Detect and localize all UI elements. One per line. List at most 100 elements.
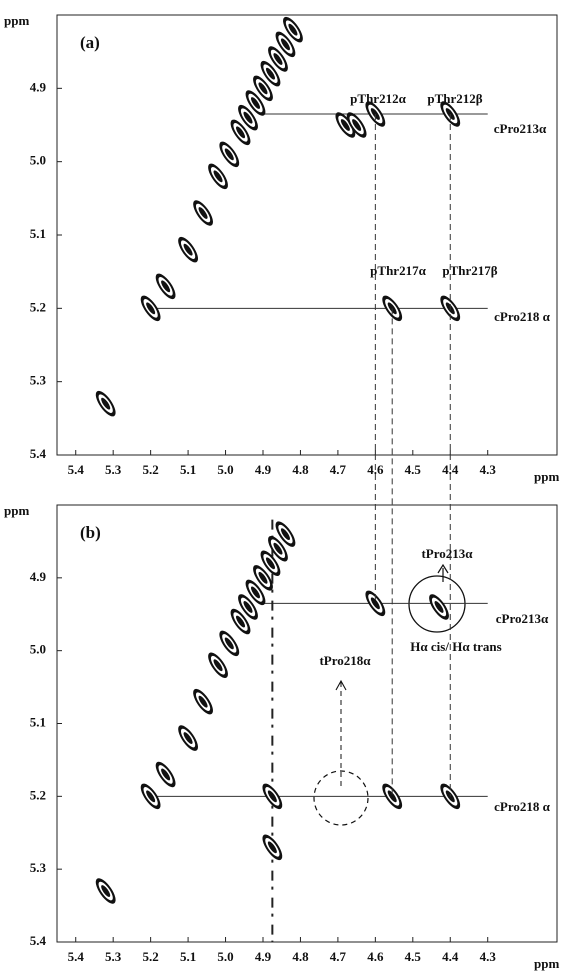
contour (243, 111, 253, 124)
contour (265, 557, 275, 570)
arrow-head (437, 563, 449, 574)
x-tick-label: 4.7 (330, 949, 347, 964)
x-tick-label: 5.3 (105, 949, 122, 964)
contour (273, 542, 283, 555)
x-tick-label: 5.2 (143, 462, 159, 477)
contour (352, 119, 362, 131)
peak (208, 163, 228, 190)
annotation: cPro218 α (494, 799, 550, 814)
y-axis-label: ppm (4, 503, 29, 518)
y-tick-label: 5.1 (30, 714, 46, 729)
y-tick-label: 4.9 (30, 569, 47, 584)
circle-dashed (313, 770, 369, 826)
peak (219, 141, 240, 168)
contour (267, 790, 277, 803)
y-tick-label: 5.4 (30, 933, 47, 948)
contour (198, 695, 208, 708)
y-tick-label: 5.4 (30, 446, 47, 461)
contour (250, 97, 261, 109)
peak (155, 273, 176, 300)
annotation: cPro218 α (494, 309, 550, 324)
peak (95, 878, 116, 904)
x-tick-label: 4.8 (292, 462, 309, 477)
x-tick-label: 4.9 (255, 462, 272, 477)
contour (267, 841, 277, 854)
x-tick-label: 5.1 (180, 462, 196, 477)
y-tick-label: 5.3 (30, 860, 47, 875)
contour (236, 615, 246, 628)
y-tick-label: 5.1 (30, 226, 46, 241)
contour (236, 126, 246, 139)
x-tick-label: 4.3 (480, 949, 497, 964)
x-tick-label: 5.0 (217, 949, 233, 964)
peak (178, 725, 198, 751)
contour (146, 790, 156, 803)
contour (445, 790, 455, 803)
contour (434, 601, 444, 613)
peak (230, 608, 251, 635)
contour (213, 659, 223, 672)
peak (429, 594, 449, 620)
peak (208, 652, 228, 678)
annotation: tPro213α (421, 546, 473, 561)
peak (95, 390, 116, 417)
contour (101, 397, 111, 410)
contour (161, 280, 171, 293)
annotation: Hα cis/ Hα trans (410, 639, 501, 654)
peak (245, 579, 266, 606)
y-tick-label: 4.9 (30, 79, 47, 94)
contour (258, 82, 268, 95)
peak (238, 594, 258, 620)
annotation: pThr217β (442, 263, 497, 278)
peak (382, 783, 403, 810)
contour (273, 53, 283, 65)
peak (140, 295, 161, 322)
peak (260, 550, 281, 577)
x-tick-label: 4.5 (405, 462, 422, 477)
peak (275, 521, 296, 547)
x-tick-label: 4.5 (405, 949, 422, 964)
peak (193, 688, 213, 715)
x-axis-label: ppm (534, 469, 559, 484)
peak (140, 783, 161, 810)
contour (288, 23, 298, 36)
x-tick-label: 4.9 (255, 949, 272, 964)
peak (193, 200, 213, 226)
contour (101, 885, 111, 897)
panel-frame (56, 504, 558, 943)
peak (283, 16, 303, 43)
panel-label: (a) (80, 33, 100, 52)
y-axis-label: ppm (4, 13, 29, 28)
x-tick-label: 4.6 (367, 949, 384, 964)
peak (260, 60, 281, 87)
peak (262, 834, 283, 861)
x-tick-label: 5.3 (105, 462, 122, 477)
annotation: cPro213α (496, 611, 549, 626)
peak (275, 31, 296, 58)
x-tick-label: 4.4 (442, 949, 459, 964)
panel-frame (56, 14, 558, 456)
x-tick-label: 4.8 (292, 949, 309, 964)
contour (265, 67, 275, 80)
circle-highlight (408, 575, 466, 633)
y-tick-label: 5.2 (30, 787, 46, 802)
peak (262, 783, 283, 810)
annotation: cPro213α (494, 121, 547, 136)
x-tick-label: 5.0 (217, 462, 233, 477)
contour (213, 170, 223, 183)
peak (268, 535, 288, 562)
contour (280, 528, 290, 541)
x-tick-label: 4.3 (480, 462, 497, 477)
contour (183, 243, 193, 256)
peak (238, 104, 258, 131)
contour (243, 601, 253, 613)
peak (365, 590, 386, 617)
x-axis-label: ppm (534, 956, 559, 971)
x-tick-label: 4.7 (330, 462, 347, 477)
peak (230, 119, 251, 146)
peak (253, 75, 273, 102)
annotation: pThr212α (350, 91, 406, 106)
contour (224, 148, 234, 161)
peak (178, 236, 198, 263)
